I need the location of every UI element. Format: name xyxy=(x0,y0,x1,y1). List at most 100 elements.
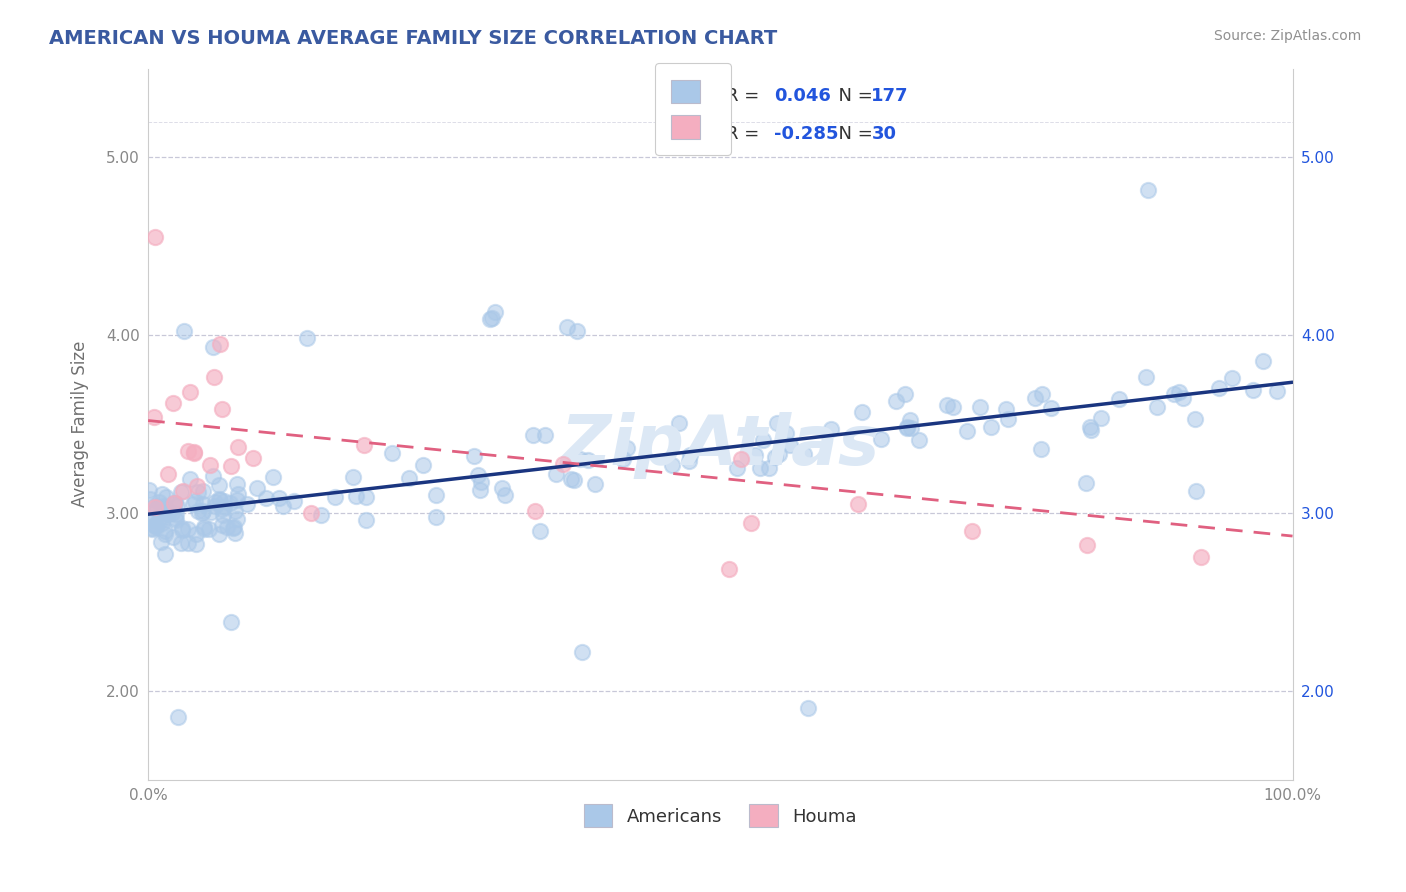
Point xyxy=(1189,550,1212,565)
Point xyxy=(146,501,169,516)
Point xyxy=(481,311,503,326)
Point xyxy=(956,424,979,438)
Point xyxy=(323,490,346,504)
Point xyxy=(142,512,165,526)
Point xyxy=(221,615,243,630)
Point xyxy=(1031,386,1053,401)
Point xyxy=(491,481,513,495)
Point xyxy=(187,504,209,518)
Point xyxy=(219,496,242,510)
Point xyxy=(226,440,249,454)
Point xyxy=(176,535,198,549)
Point xyxy=(193,519,215,533)
Point xyxy=(779,438,801,452)
Point xyxy=(191,504,214,518)
Point xyxy=(381,446,404,460)
Point xyxy=(163,511,186,525)
Point xyxy=(494,488,516,502)
Point xyxy=(896,420,918,434)
Point xyxy=(725,460,748,475)
Legend: Americans, Houma: Americans, Houma xyxy=(576,797,865,835)
Point xyxy=(150,534,173,549)
Point xyxy=(155,490,177,504)
Point xyxy=(141,505,163,519)
Point xyxy=(148,512,170,526)
Point xyxy=(183,445,205,459)
Point xyxy=(143,409,166,424)
Point xyxy=(143,230,166,244)
Point xyxy=(568,452,591,467)
Point xyxy=(758,461,780,475)
Point xyxy=(201,340,224,354)
Point xyxy=(208,337,231,351)
Point xyxy=(165,513,187,527)
Point xyxy=(1074,475,1097,490)
Point xyxy=(143,499,166,513)
Point xyxy=(138,483,160,498)
Point xyxy=(908,434,931,448)
Point xyxy=(1267,384,1289,398)
Point xyxy=(179,473,201,487)
Point xyxy=(960,524,983,538)
Point xyxy=(191,497,214,511)
Point xyxy=(398,471,420,485)
Point xyxy=(165,507,187,521)
Point xyxy=(141,522,163,536)
Point xyxy=(616,441,638,455)
Point xyxy=(179,384,201,399)
Point xyxy=(193,522,215,536)
Point xyxy=(167,710,190,724)
Point xyxy=(546,467,568,481)
Point xyxy=(1080,423,1102,437)
Text: R =: R = xyxy=(725,87,765,104)
Point xyxy=(969,401,991,415)
Point xyxy=(730,452,752,467)
Point xyxy=(242,451,264,466)
Point xyxy=(143,500,166,514)
Point xyxy=(221,458,243,473)
Point xyxy=(212,494,235,508)
Text: ZipAtlas: ZipAtlas xyxy=(561,412,880,479)
Point xyxy=(567,324,589,338)
Point xyxy=(1185,483,1208,498)
Point xyxy=(523,504,546,518)
Point xyxy=(679,448,702,462)
Point xyxy=(884,394,907,409)
Point xyxy=(678,454,700,468)
Point xyxy=(143,517,166,532)
Point xyxy=(997,412,1019,426)
Point xyxy=(141,521,163,535)
Text: 0.046: 0.046 xyxy=(775,87,831,104)
Point xyxy=(163,496,186,510)
Point xyxy=(555,319,578,334)
Point xyxy=(152,516,174,530)
Point xyxy=(202,370,225,384)
Point xyxy=(820,422,842,436)
Point xyxy=(170,536,193,550)
Point xyxy=(217,519,239,533)
Point xyxy=(163,496,186,510)
Point xyxy=(177,523,200,537)
Point xyxy=(155,507,177,521)
Point xyxy=(177,444,200,458)
Point xyxy=(768,447,790,461)
Point xyxy=(564,473,586,487)
Point xyxy=(766,416,789,430)
Text: 30: 30 xyxy=(872,125,897,143)
Text: N =: N = xyxy=(827,87,879,104)
Point xyxy=(186,526,208,541)
Point xyxy=(156,508,179,522)
Point xyxy=(463,449,485,463)
Point xyxy=(172,483,194,498)
Point xyxy=(183,497,205,511)
Point xyxy=(208,478,231,492)
Point xyxy=(1108,392,1130,407)
Point xyxy=(851,405,873,419)
Point xyxy=(236,497,259,511)
Y-axis label: Average Family Size: Average Family Size xyxy=(72,341,89,508)
Point xyxy=(225,512,247,526)
Point xyxy=(225,476,247,491)
Point xyxy=(1090,411,1112,425)
Point xyxy=(560,472,582,486)
Text: N =: N = xyxy=(827,125,879,143)
